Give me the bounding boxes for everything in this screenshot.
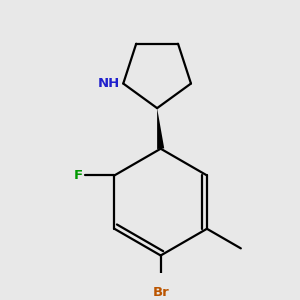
Text: F: F — [73, 169, 83, 182]
Polygon shape — [157, 108, 164, 149]
Text: NH: NH — [98, 77, 120, 90]
Text: Br: Br — [152, 286, 169, 299]
